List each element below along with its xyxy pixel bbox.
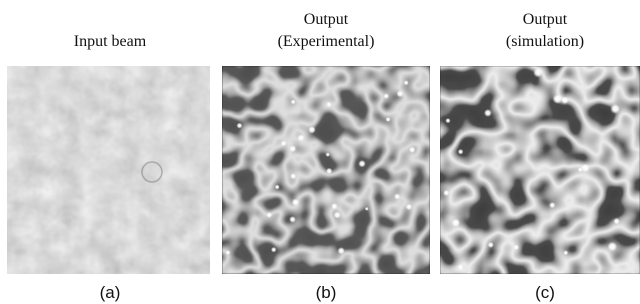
bright-spot (488, 242, 494, 248)
panel-caption: (a) (100, 283, 121, 302)
bright-spot (533, 68, 543, 78)
bright-spot (451, 218, 460, 227)
bright-spot (385, 117, 390, 122)
bright-spot (607, 242, 617, 252)
bright-spot (326, 168, 332, 174)
bright-spot (404, 80, 409, 85)
bright-spot (331, 203, 337, 209)
bright-spot (458, 149, 464, 155)
bright-spot (326, 152, 330, 156)
bright-spot (383, 93, 389, 99)
bright-spot (281, 141, 286, 146)
bright-spot (549, 202, 555, 208)
panel-title: (simulation) (506, 33, 584, 50)
bright-spot (266, 212, 272, 218)
bright-spot (406, 204, 412, 210)
bright-spot (226, 250, 231, 255)
bright-spot (289, 216, 296, 223)
bright-spot (613, 218, 619, 224)
bright-spot (458, 264, 464, 270)
bright-spot (396, 90, 403, 97)
bright-spot (394, 193, 400, 199)
bright-spot (237, 123, 243, 129)
bright-spot (292, 198, 299, 205)
panel-caption: (b) (316, 283, 337, 302)
panel-title: Output (304, 11, 349, 28)
bright-spot (514, 245, 519, 250)
bright-spot (365, 207, 369, 211)
bright-spot (563, 250, 568, 255)
bright-spot (552, 94, 562, 104)
bright-spot (271, 247, 277, 253)
bright-spot (334, 211, 341, 218)
input-beam-image (7, 66, 210, 274)
bright-spot (561, 97, 568, 104)
panel-title: (Experimental) (278, 33, 375, 50)
bright-spot (290, 173, 296, 179)
bright-spot (409, 146, 416, 153)
bright-spot (289, 145, 296, 152)
bright-spot (578, 167, 583, 172)
bright-spot (610, 104, 620, 114)
panel-title: Input beam (74, 33, 147, 50)
panel-title: Output (523, 11, 568, 28)
bright-spot (445, 118, 450, 123)
bright-spot (308, 126, 316, 134)
bright-spot (326, 102, 331, 107)
panel-caption: (c) (535, 283, 555, 302)
figure: Input beam (a) Output (Experimental) (b) Outp… (0, 0, 640, 304)
bright-spot (291, 99, 296, 104)
experimental-output-image (222, 66, 430, 274)
bright-spot (337, 247, 344, 254)
bright-spot (358, 160, 365, 167)
bright-spot (484, 109, 492, 117)
bright-spot (443, 190, 449, 196)
bright-spot (275, 184, 280, 189)
bright-spot (297, 134, 304, 141)
